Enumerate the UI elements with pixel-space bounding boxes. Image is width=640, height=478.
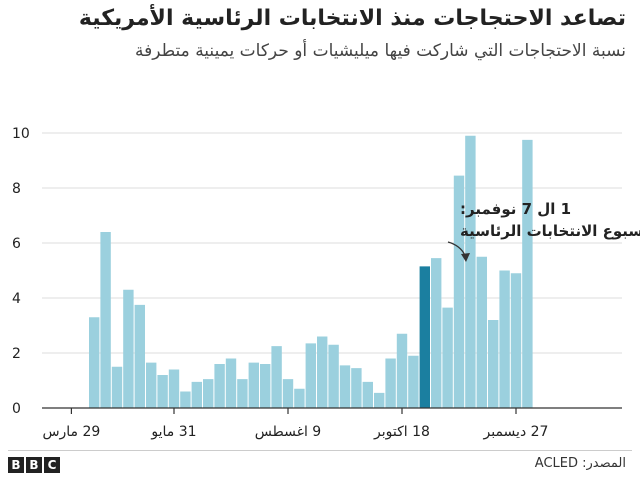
- bar: [168, 369, 180, 408]
- bar: [522, 139, 533, 408]
- bar: [180, 391, 191, 408]
- bar: [362, 381, 373, 408]
- logo-letter: B: [26, 457, 42, 473]
- annotation-arrowhead: [461, 253, 470, 262]
- bar: [499, 270, 510, 408]
- bar-chart: 0 2 4 6 8 10 29 مارس 31 مايو 9 اغسطس 18 اكتوبر 27 …: [12, 126, 640, 440]
- bar: [305, 343, 316, 408]
- bar: [146, 362, 157, 408]
- bar: [374, 392, 385, 408]
- y-tick-label: 2: [12, 346, 21, 362]
- bar: [134, 304, 145, 408]
- bar: [237, 379, 248, 408]
- bars: [89, 135, 533, 408]
- y-tick-label: 8: [12, 181, 21, 197]
- bar-highlight: [419, 266, 430, 408]
- bar: [203, 379, 214, 408]
- annotation-line-2: اسبوع الانتخابات الرئاسية: [460, 222, 640, 240]
- bar: [100, 232, 111, 408]
- footer-divider: [8, 450, 632, 451]
- bar: [282, 379, 294, 408]
- bar: [488, 320, 499, 408]
- bar: [339, 365, 351, 408]
- annotation: 1 ال 7 نوفمبر: اسبوع الانتخابات الرئاسية: [447, 200, 640, 262]
- x-tick-label: 9 اغسطس: [255, 424, 321, 440]
- bar: [191, 381, 202, 408]
- bar: [510, 273, 522, 408]
- bar: [442, 307, 453, 408]
- x-tick-label: 27 ديسمبر: [483, 424, 549, 440]
- x-tick-label: 29 مارس: [42, 424, 100, 440]
- annotation-line-1: 1 ال 7 نوفمبر:: [460, 200, 571, 218]
- bar: [123, 289, 134, 408]
- bar: [271, 346, 282, 408]
- bar: [385, 358, 396, 408]
- bar: [396, 333, 408, 408]
- bar: [317, 336, 328, 408]
- chart-subtitle: نسبة الاحتجاجات التي شاركت فيها ميليشيات…: [134, 41, 626, 61]
- bar: [89, 317, 100, 408]
- chart-title: تصاعد الاحتجاجات منذ الانتخابات الرئاسية…: [78, 6, 626, 31]
- bar: [431, 258, 442, 408]
- bar: [328, 344, 339, 408]
- source-note: المصدر: ACLED: [534, 456, 626, 471]
- bar: [476, 256, 487, 408]
- bar: [351, 368, 362, 408]
- bar: [294, 388, 305, 408]
- bar: [260, 364, 271, 408]
- y-tick-label: 6: [12, 236, 21, 252]
- y-tick-label: 4: [12, 291, 21, 307]
- x-tick-label: 31 مايو: [150, 424, 196, 440]
- bar: [157, 375, 168, 408]
- bbc-logo: B B C: [8, 457, 60, 473]
- bar: [225, 358, 237, 408]
- bar: [111, 366, 123, 408]
- bar: [408, 355, 419, 408]
- bar: [248, 362, 259, 408]
- axes: 0 2 4 6 8 10 29 مارس 31 مايو 9 اغسطس 18 اكتوبر 27 …: [12, 126, 622, 440]
- logo-letter: C: [44, 457, 60, 473]
- bar: [214, 364, 225, 408]
- bar: [465, 135, 476, 408]
- x-tick-label: 18 اكتوبر: [373, 424, 430, 440]
- y-tick-label: 10: [12, 126, 30, 142]
- y-tick-label: 0: [12, 401, 21, 417]
- bar: [453, 175, 465, 408]
- logo-letter: B: [8, 457, 24, 473]
